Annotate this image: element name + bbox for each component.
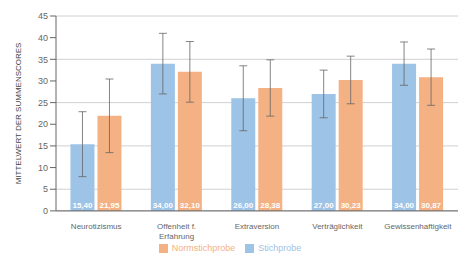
svg-text:26,00: 26,00 — [233, 201, 254, 210]
svg-text:32,10: 32,10 — [180, 201, 201, 210]
svg-text:34,00: 34,00 — [394, 201, 415, 210]
html-text:Normstichprobe: Normstichprobe — [171, 242, 236, 253]
svg-text:25: 25 — [38, 98, 48, 108]
svg-text:34,00: 34,00 — [153, 201, 174, 210]
svg-text:20: 20 — [38, 119, 48, 129]
svg-text:15: 15 — [38, 141, 48, 151]
svg-text:10: 10 — [38, 163, 48, 173]
svg-text:Gewissenhaftigkeit: Gewissenhaftigkeit — [384, 222, 452, 231]
svg-text:30: 30 — [38, 76, 48, 86]
svg-text:27,00: 27,00 — [314, 201, 335, 210]
svg-text:Offenheit f.Erfahrung: Offenheit f.Erfahrung — [157, 222, 196, 241]
svg-text:28,38: 28,38 — [260, 201, 281, 210]
svg-text:30,87: 30,87 — [421, 201, 442, 210]
svg-text:45: 45 — [38, 11, 48, 21]
svg-text:Verträglichkeit: Verträglichkeit — [312, 222, 363, 231]
svg-text:35: 35 — [38, 55, 48, 65]
html-text:Stichprobe: Stichprobe — [258, 242, 302, 253]
svg-text:30,23: 30,23 — [341, 201, 362, 210]
svg-text:MITTELWERT DER SUMMENSCORES: MITTELWERT DER SUMMENSCORES — [14, 43, 23, 185]
svg-text:0: 0 — [43, 206, 48, 216]
svg-text:40: 40 — [38, 33, 48, 43]
svg-text:Neurotizismus: Neurotizismus — [71, 222, 122, 231]
svg-text:21,95: 21,95 — [99, 201, 120, 210]
svg-text:Extraversion: Extraversion — [235, 222, 279, 231]
svg-text:5: 5 — [43, 184, 48, 194]
svg-text:15,40: 15,40 — [72, 201, 93, 210]
